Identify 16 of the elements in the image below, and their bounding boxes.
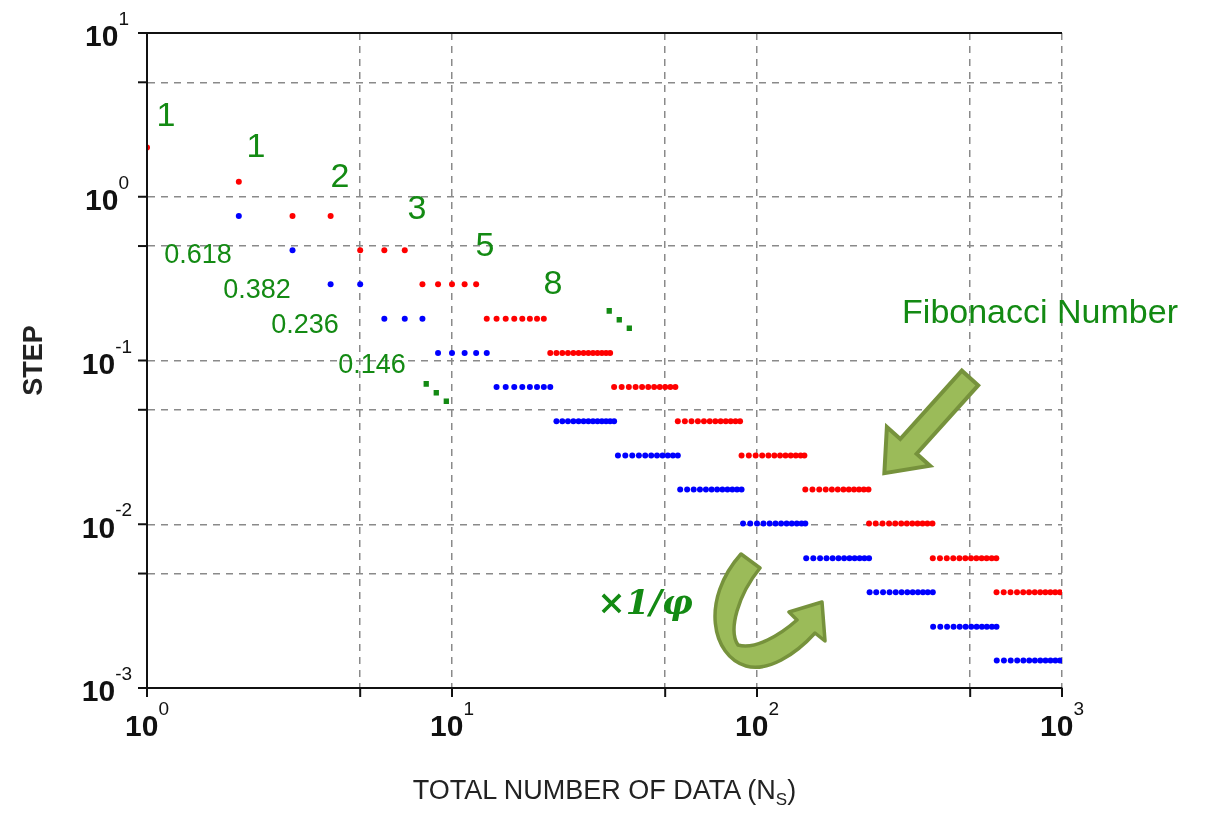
annotation: 3 [407,188,427,227]
annotation: 0.382 [223,274,291,305]
y-axis-title: STEP [17,324,49,398]
annotation: 5 [475,225,495,264]
annotation: 0.236 [271,309,339,340]
annotation: ×1/φ [597,581,693,622]
annotation: 0.146 [338,349,406,380]
annotation: 2 [330,156,350,195]
annotation: ⋱ [604,301,634,337]
annotation: ⋱ [421,374,451,410]
annotation: 8 [543,263,563,302]
annotation: 1 [246,126,266,165]
annotation: 0.618 [164,239,232,270]
annotation: 1 [156,95,176,134]
annotation: Fibonacci Number [902,292,1178,331]
x-axis-title: TOTAL NUMBER OF DATA (N$_{S}$) [411,775,798,811]
